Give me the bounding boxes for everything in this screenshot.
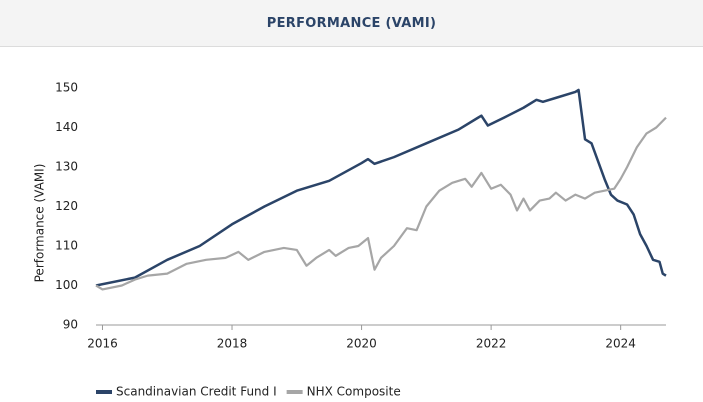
y-tick-label: 140 <box>55 120 78 134</box>
y-tick-label: 110 <box>55 239 78 253</box>
x-tick-label: 2016 <box>87 337 118 351</box>
y-tick-label: 100 <box>55 278 78 292</box>
legend-label: NHX Composite <box>307 385 401 399</box>
y-axis-label: Performance (VAMI) <box>33 164 47 283</box>
y-tick-label: 90 <box>63 318 78 332</box>
chart-title: PERFORMANCE (VAMI) <box>266 15 437 31</box>
x-tick-label: 2020 <box>346 337 377 351</box>
y-tick-label: 150 <box>55 81 78 95</box>
x-tick-label: 2022 <box>476 337 507 351</box>
chart: Performance (VAMI) 90 100 110 120 130 140 150 2… <box>33 81 667 399</box>
x-tick-label: 2024 <box>605 337 636 351</box>
series-line <box>95 116 667 291</box>
series-line <box>95 88 667 287</box>
header: PERFORMANCE (VAMI) <box>0 0 703 47</box>
y-tick-label: 130 <box>55 160 78 174</box>
legend-label: Scandinavian Credit Fund I <box>116 385 277 399</box>
y-tick-label: 120 <box>55 199 78 213</box>
x-tick-label: 2018 <box>217 337 248 351</box>
